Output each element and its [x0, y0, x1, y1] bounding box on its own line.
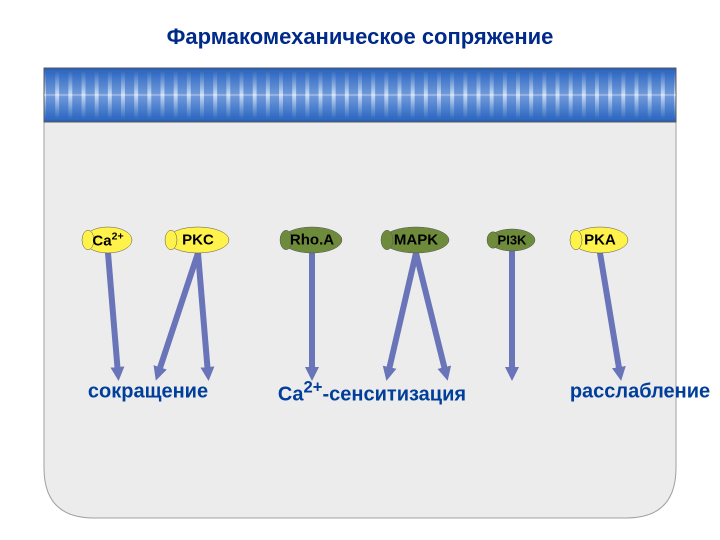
protein-rhoa: Rho.A — [290, 232, 334, 249]
protein-pka: PKA — [584, 232, 616, 249]
outcome-sensitization: Ca2+-сенситизация — [278, 378, 466, 407]
diagram-title: Фармакомеханическое сопряжение — [0, 24, 720, 50]
protein-mapk: MAPK — [394, 232, 438, 249]
outcome-contraction: сокращение — [88, 381, 208, 404]
protein-pi3k: PI3K — [498, 233, 527, 248]
protein-ca: Ca2+ — [92, 231, 123, 250]
diagram-stage — [0, 0, 720, 540]
protein-pkc: PKC — [182, 232, 214, 249]
outcome-relaxation: расслабление — [570, 381, 710, 404]
